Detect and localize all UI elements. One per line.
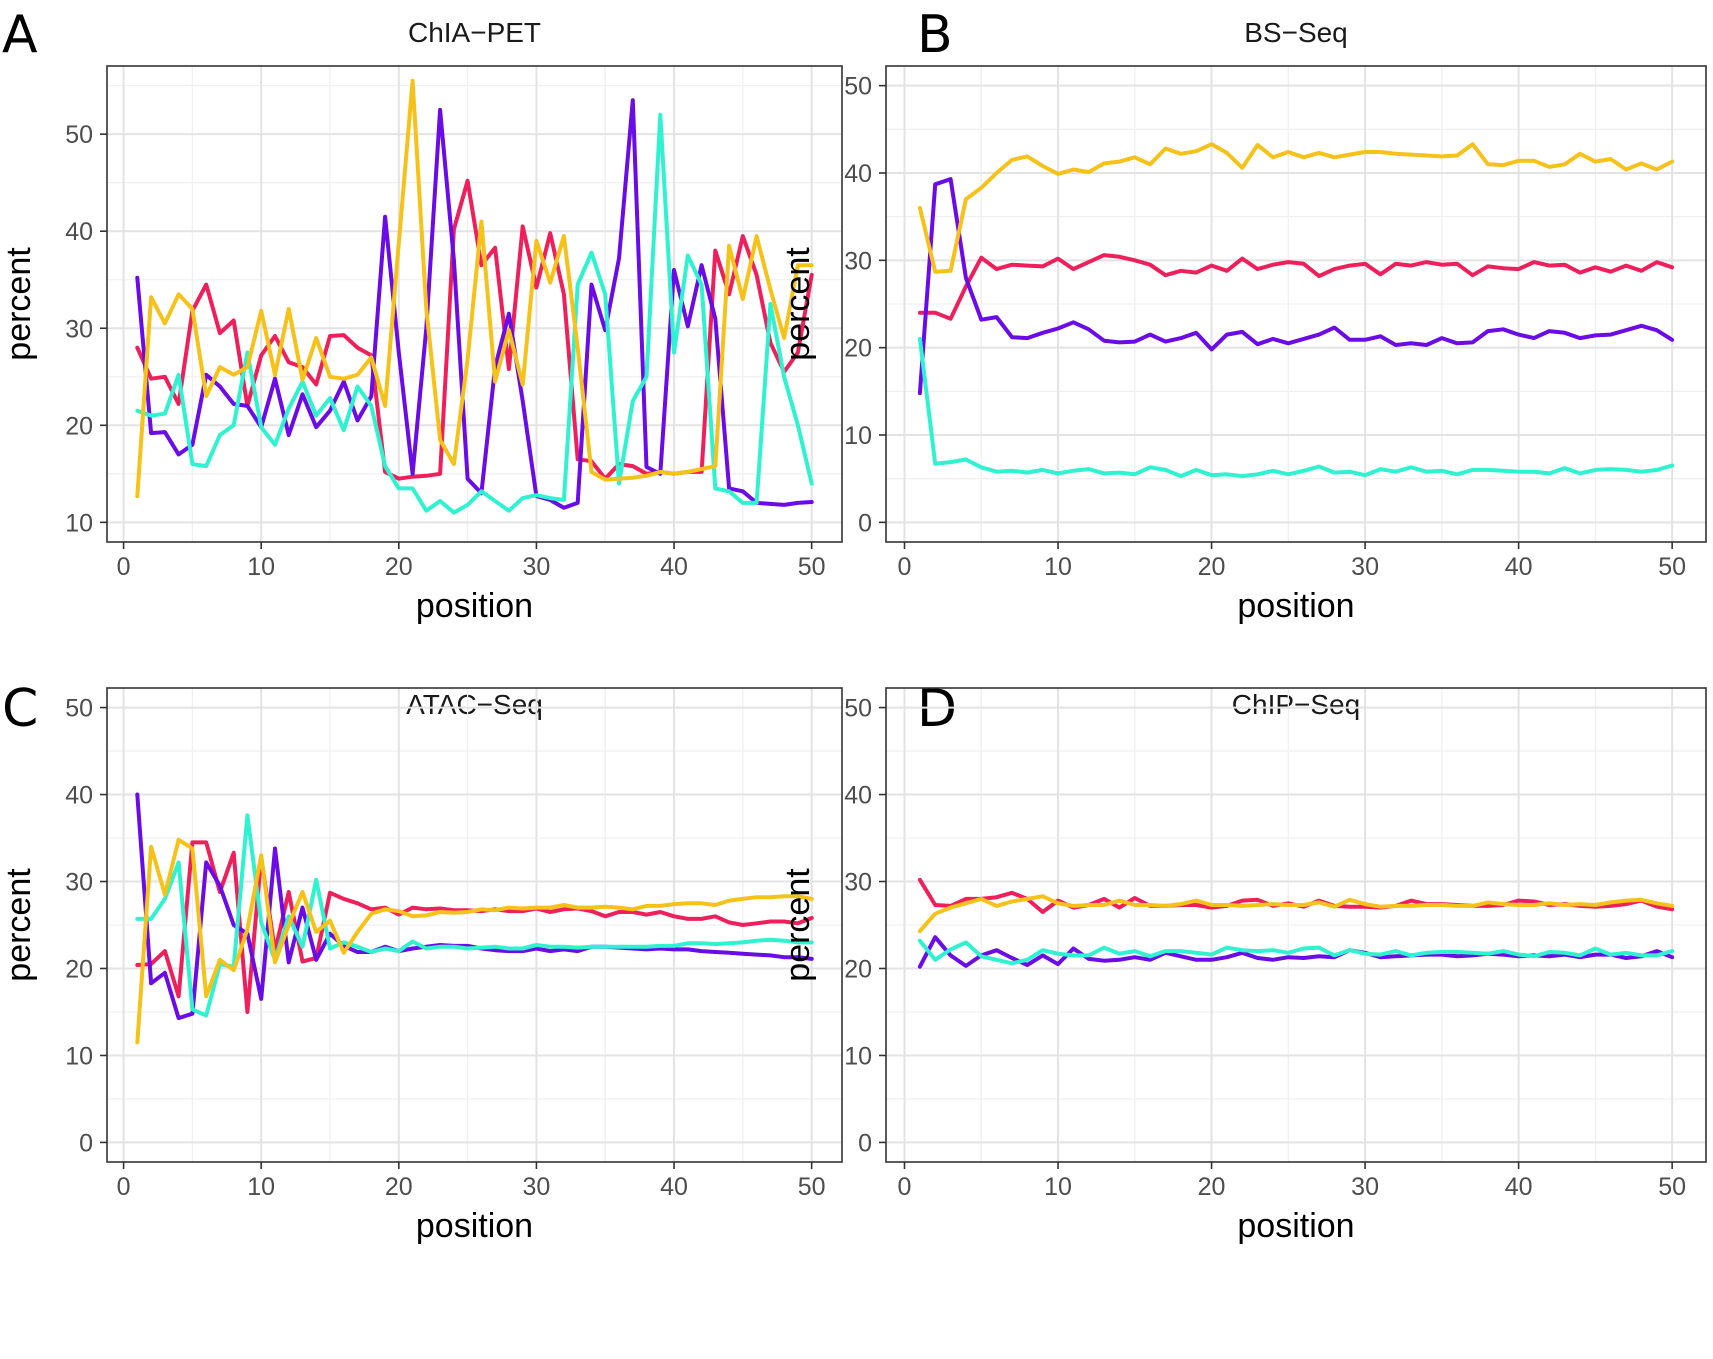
grid — [107, 66, 842, 542]
y-tick-label: 50 — [65, 695, 93, 723]
y-tick-label: 30 — [844, 869, 872, 897]
y-tick-label: 50 — [844, 73, 872, 101]
x-tick-label: 10 — [1044, 1173, 1072, 1201]
chart-title: ATAC−Seq — [406, 689, 543, 720]
x-tick-label: 0 — [117, 553, 131, 581]
y-tick-label: 10 — [844, 422, 872, 450]
plot-border — [885, 65, 1707, 543]
x-axis-title: position — [1237, 1207, 1354, 1245]
series-line-gold — [135, 78, 814, 499]
series-line-cyan — [917, 336, 1675, 479]
series-line-gold — [917, 142, 1675, 274]
panel-letter: A — [2, 5, 38, 65]
x-axis-title: position — [416, 587, 533, 625]
y-tick-label: 20 — [65, 955, 93, 983]
series-line-red — [917, 253, 1675, 321]
panel-letter: B — [917, 5, 953, 65]
plot-border — [885, 687, 1707, 1163]
y-axis-title: percent — [0, 868, 38, 982]
y-tick-label: 40 — [844, 160, 872, 188]
plot-border — [106, 65, 843, 543]
y-axis-title: percent — [779, 247, 817, 361]
y-tick-label: 0 — [858, 1129, 872, 1157]
series-line-gold — [917, 894, 1675, 934]
series-line-cyan — [135, 813, 814, 1018]
series-line-cyan — [917, 938, 1675, 966]
x-tick-label: 30 — [523, 1173, 551, 1201]
x-tick-label: 0 — [898, 1173, 912, 1201]
chart-title: BS−Seq — [1244, 17, 1348, 48]
panel-letter: C — [2, 679, 38, 739]
y-tick-label: 40 — [844, 782, 872, 810]
panel-d: D ChIP−Seq 0 10 20 30 40 50 0 10 20 30 40 50 position p… — [779, 679, 1707, 1245]
x-tick-label: 30 — [1351, 553, 1379, 581]
grid — [107, 688, 842, 1162]
y-tick-label: 20 — [844, 335, 872, 363]
y-tick-label: 10 — [65, 509, 93, 537]
panel-b: B BS−Seq 0 10 20 30 40 50 0 10 20 30 40 50 position per… — [779, 5, 1707, 625]
x-tick-label: 20 — [385, 1173, 413, 1201]
chart-title: ChIP−Seq — [1232, 689, 1360, 720]
x-tick-label: 20 — [1198, 553, 1226, 581]
series-line-red — [135, 178, 814, 481]
x-tick-label: 40 — [1505, 553, 1533, 581]
y-tick-label: 20 — [65, 412, 93, 440]
chart-title: ChIA−PET — [408, 17, 541, 48]
x-tick-label: 0 — [117, 1173, 131, 1201]
y-tick-label: 10 — [65, 1042, 93, 1070]
y-tick-label: 50 — [844, 695, 872, 723]
series-line-red — [917, 877, 1675, 914]
series-line-purple — [917, 935, 1675, 969]
x-tick-label: 40 — [660, 553, 688, 581]
x-tick-label: 30 — [1351, 1173, 1379, 1201]
x-tick-label: 40 — [1505, 1173, 1533, 1201]
x-tick-label: 10 — [1044, 553, 1072, 581]
x-tick-label: 0 — [898, 553, 912, 581]
plot-border — [106, 687, 843, 1163]
x-tick-label: 20 — [385, 553, 413, 581]
x-tick-label: 20 — [1198, 1173, 1226, 1201]
panel-a: A ChIA−PET 0 10 20 30 40 50 10 20 30 40 50 position pe… — [0, 5, 843, 625]
panel-letter: D — [917, 679, 957, 739]
y-tick-label: 30 — [65, 315, 93, 343]
y-tick-label: 0 — [858, 509, 872, 537]
x-axis-title: position — [1237, 587, 1354, 625]
x-tick-label: 10 — [247, 553, 275, 581]
y-tick-label: 40 — [65, 218, 93, 246]
x-axis-title: position — [416, 1207, 533, 1245]
x-tick-label: 50 — [798, 553, 826, 581]
y-tick-label: 20 — [844, 955, 872, 983]
panel-c: C ATAC−Seq 0 10 20 30 40 50 0 10 20 30 40 50 position p… — [0, 679, 843, 1245]
x-tick-label: 30 — [523, 553, 551, 581]
y-tick-label: 50 — [65, 121, 93, 149]
x-tick-label: 50 — [1658, 553, 1686, 581]
y-tick-label: 0 — [79, 1129, 93, 1157]
y-axis-title: percent — [0, 247, 38, 361]
y-tick-label: 10 — [844, 1042, 872, 1070]
x-tick-label: 10 — [247, 1173, 275, 1201]
series-line-gold — [135, 837, 814, 1045]
x-tick-label: 50 — [1658, 1173, 1686, 1201]
y-axis-title: percent — [779, 868, 817, 982]
series-line-purple — [917, 177, 1675, 396]
x-tick-label: 50 — [798, 1173, 826, 1201]
y-tick-label: 30 — [65, 869, 93, 897]
y-tick-label: 40 — [65, 782, 93, 810]
y-tick-label: 30 — [844, 247, 872, 275]
x-tick-label: 40 — [660, 1173, 688, 1201]
grid — [886, 688, 1706, 1162]
